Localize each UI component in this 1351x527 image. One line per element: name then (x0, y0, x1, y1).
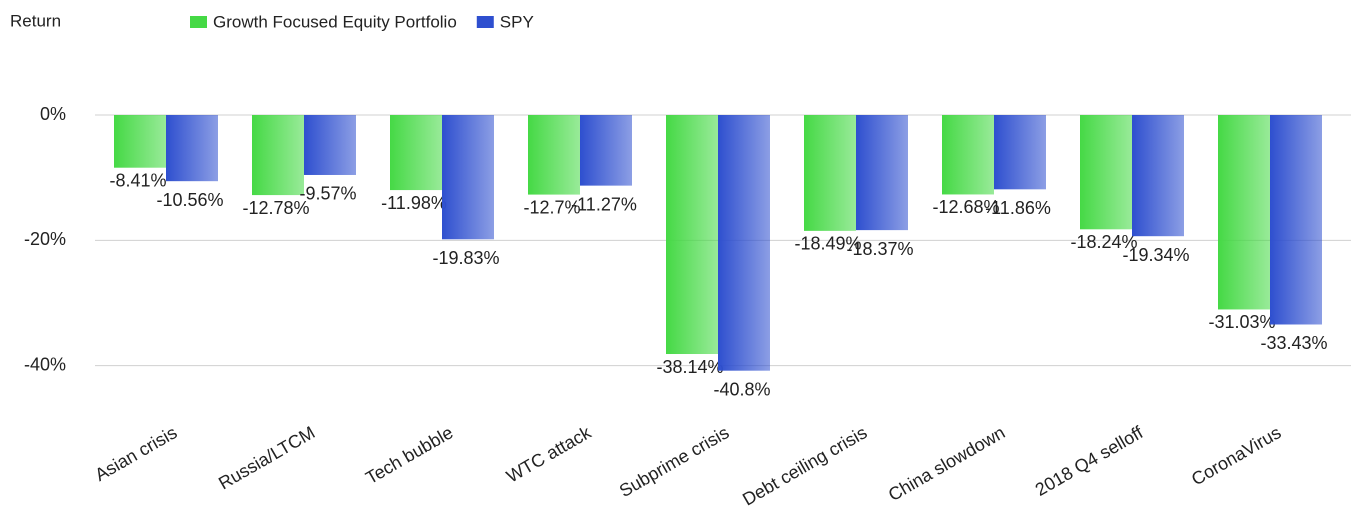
legend-swatch (476, 16, 494, 28)
x-tick-label: Asian crisis (92, 422, 181, 485)
bar (390, 115, 442, 191)
data-label: -18.24% (1070, 232, 1137, 252)
data-label: -18.49% (794, 234, 861, 254)
x-tick-label: China slowdown (885, 422, 1009, 505)
bar (580, 115, 632, 186)
y-tick-label: -40% (24, 354, 66, 374)
data-label: -18.37% (846, 239, 913, 259)
data-label: -10.56% (156, 190, 223, 210)
x-tick-label: Tech bubble (362, 422, 456, 488)
bar (1218, 115, 1270, 310)
data-label: -33.43% (1260, 333, 1327, 353)
x-tick-label: Subprime crisis (616, 422, 733, 501)
y-axis-title: Return (10, 11, 61, 30)
bar (114, 115, 166, 168)
y-tick-label: 0% (40, 104, 66, 124)
data-label: -11.27% (571, 194, 637, 214)
data-label: -40.8% (713, 379, 770, 399)
bar (1270, 115, 1322, 325)
data-label: -19.83% (432, 248, 499, 268)
bar (252, 115, 304, 196)
data-label: -11.98% (381, 193, 447, 213)
bar (166, 115, 218, 182)
x-tick-label: WTC attack (503, 422, 595, 487)
bar (994, 115, 1046, 190)
bar (718, 115, 770, 371)
bar (304, 115, 356, 175)
y-tick-label: -20% (24, 229, 66, 249)
legend-swatch (190, 16, 207, 28)
bar (528, 115, 580, 195)
bar (804, 115, 856, 231)
legend-label: Growth Focused Equity Portfolio (213, 12, 457, 31)
data-label: -8.41% (109, 170, 166, 190)
data-label: -12.68% (932, 197, 999, 217)
x-tick-label: CoronaVirus (1188, 422, 1284, 489)
data-label: -19.34% (1122, 245, 1189, 265)
bar (1132, 115, 1184, 237)
data-label: -38.14% (656, 357, 723, 377)
data-label: -12.78% (242, 198, 309, 218)
data-label: -31.03% (1208, 312, 1275, 332)
data-label: -12.7% (523, 197, 580, 217)
x-tick-label: Russia/LTCM (215, 422, 318, 493)
x-tick-label: Debt ceiling crisis (739, 422, 870, 509)
data-label: -11.86% (985, 198, 1051, 218)
data-label: -9.57% (299, 184, 356, 204)
legend-label: SPY (500, 12, 534, 31)
bar (856, 115, 908, 231)
x-tick-label: 2018 Q4 selloff (1032, 422, 1147, 500)
bar (442, 115, 494, 240)
bar (942, 115, 994, 195)
bar (1080, 115, 1132, 230)
bar (666, 115, 718, 355)
